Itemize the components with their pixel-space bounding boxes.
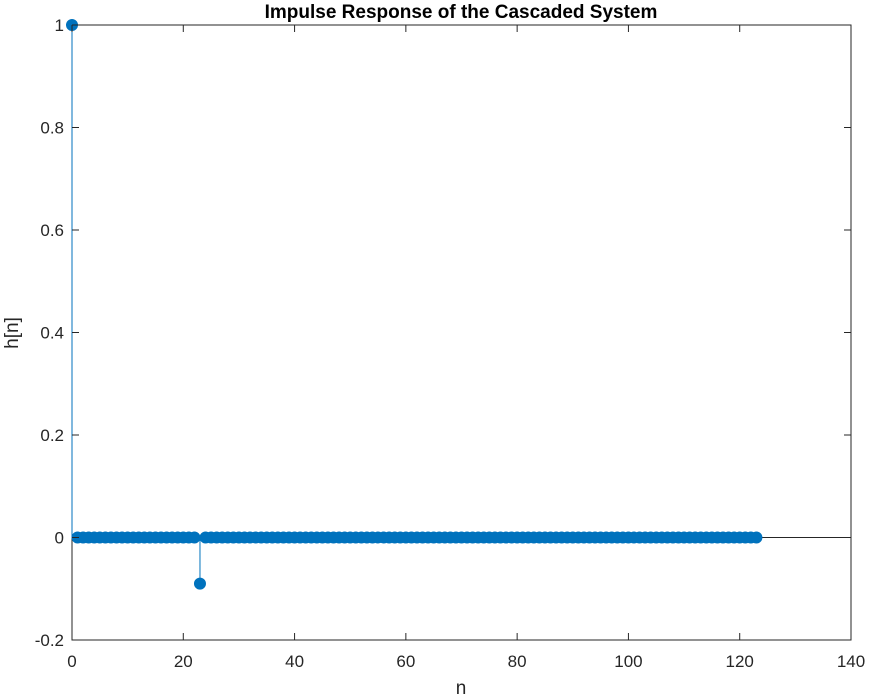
axes-box (71, 24, 852, 641)
x-tick-label: 80 (508, 652, 527, 671)
x-tick-label: 20 (174, 652, 193, 671)
x-tick-label: 40 (285, 652, 304, 671)
x-axis-ticks: 0 20 40 60 80 100 120 140 (67, 25, 865, 671)
x-tick-label: 140 (837, 652, 865, 671)
x-tick-label: 120 (726, 652, 754, 671)
y-axis-label: h[n] (2, 317, 23, 349)
stem-marker (193, 577, 206, 590)
stem-marker (188, 531, 201, 544)
y-tick-label: 0.4 (40, 324, 64, 343)
y-tick-label: 0.8 (40, 119, 64, 138)
y-tick-label: 0.6 (40, 221, 64, 240)
stem-marker (750, 531, 763, 544)
x-tick-label: 100 (614, 652, 642, 671)
plot-area (71, 24, 852, 641)
stems-layer (71, 25, 201, 584)
x-tick-label: 60 (396, 652, 415, 671)
y-axis-ticks: -0.2 0 0.2 0.4 0.6 0.8 1 (35, 16, 851, 650)
y-tick-label: 0.2 (40, 426, 64, 445)
chart-title: Impulse Response of the Cascaded System (265, 2, 658, 23)
x-tick-label: 0 (67, 652, 76, 671)
y-tick-label: -0.2 (35, 631, 64, 650)
markers-layer (66, 19, 763, 590)
x-axis-label: n (456, 678, 467, 697)
y-tick-label: 0 (55, 529, 64, 548)
y-tick-label: 1 (55, 16, 64, 35)
